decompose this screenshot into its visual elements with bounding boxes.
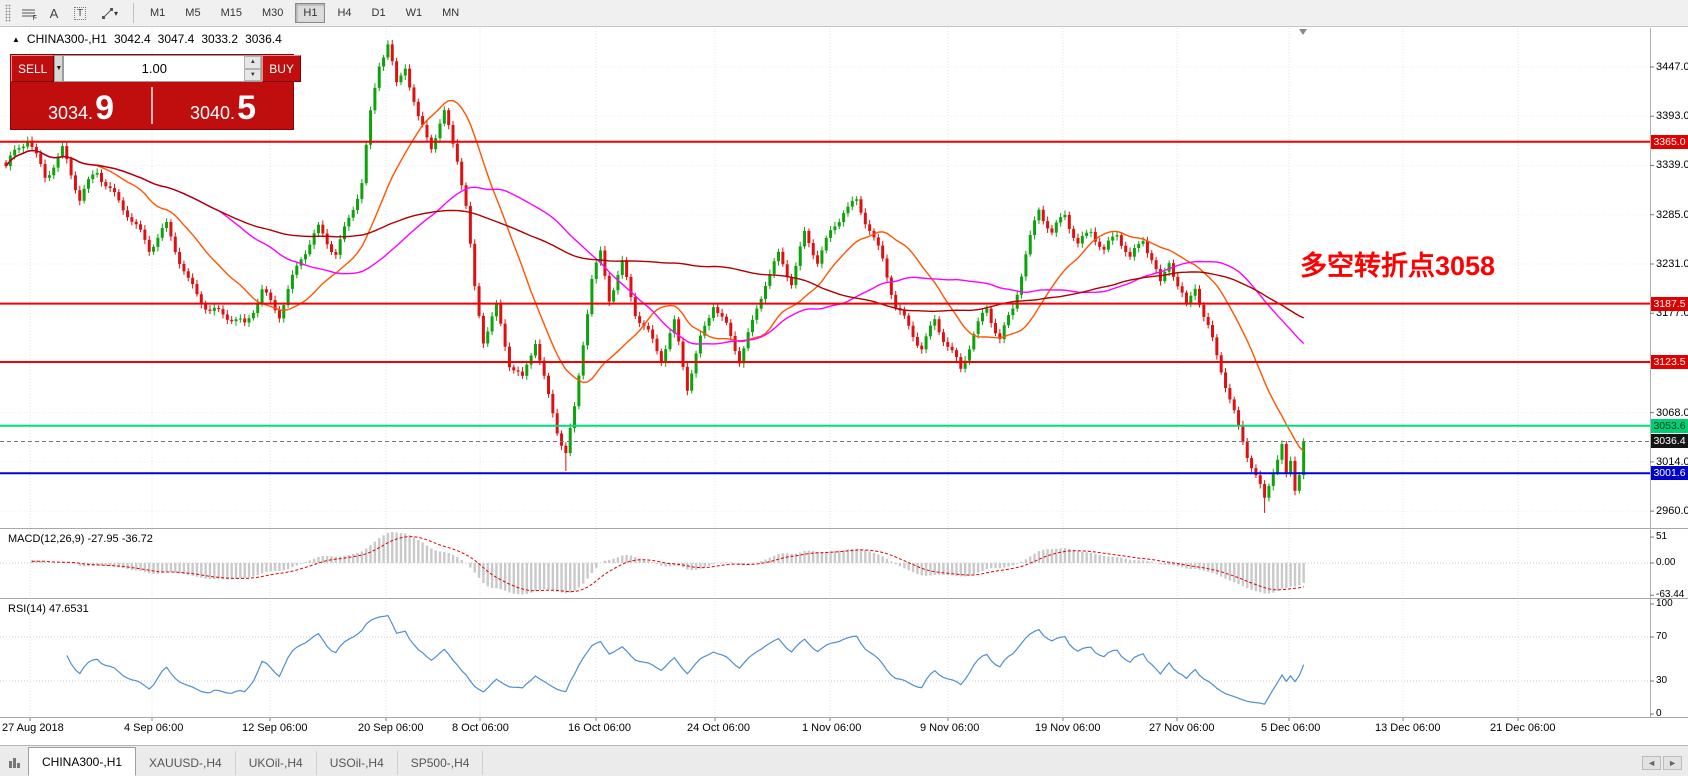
trendline-icon [101, 7, 113, 19]
toolbar-drag-handle[interactable] [5, 4, 11, 22]
volume-spinner: ▲ ▼ [244, 56, 262, 81]
timeframe-m5-button[interactable]: M5 [177, 3, 208, 23]
chart-annotation-text: 多空转折点3058 [1300, 251, 1496, 281]
timeframe-w1-button[interactable]: W1 [398, 3, 431, 23]
buy-price-main: 3040. [190, 103, 236, 123]
tab-scroll-buttons: ◄ ► [1642, 756, 1688, 770]
volume-input[interactable] [64, 56, 245, 81]
sell-price[interactable]: 3034. 9 [11, 82, 151, 129]
text-tool-button[interactable]: A [42, 2, 66, 24]
timeframe-m30-button[interactable]: M30 [254, 3, 291, 23]
letter-a-icon: A [49, 5, 59, 21]
top-toolbar: F A T ▾ M1 M5 M15 M30 H1 H4 D1 W1 MN [0, 0, 1688, 27]
chart-tab-bar: CHINA300-,H1 XAUUSD-,H4 UKOil-,H4 USOil-… [0, 745, 1688, 776]
symbol-name: CHINA300-,H1 [26, 32, 107, 46]
tab-usoil-h4[interactable]: USOil-,H4 [317, 751, 398, 775]
timeframe-m15-button[interactable]: M15 [213, 3, 250, 23]
fib-levels-tool-button[interactable]: F [16, 2, 40, 24]
timeframe-mn-button[interactable]: MN [434, 3, 467, 23]
timeframe-m1-button[interactable]: M1 [142, 3, 173, 23]
drawing-tools-button[interactable]: ▾ [94, 2, 126, 24]
sell-price-big-digit: 9 [95, 89, 114, 127]
timeframe-d1-button[interactable]: D1 [364, 3, 394, 23]
ohlc-high: 3047.4 [157, 32, 195, 46]
volume-dropdown-button[interactable]: ▼ [54, 55, 64, 82]
tab-china300-h1[interactable]: CHINA300-,H1 [28, 747, 137, 776]
price-divider [151, 87, 153, 124]
buy-button[interactable]: BUY [262, 55, 301, 82]
sell-price-main: 3034. [48, 103, 94, 123]
tab-xauusd-h4[interactable]: XAUUSD-,H4 [136, 751, 236, 775]
tab-scroll-left-button[interactable]: ◄ [1642, 756, 1662, 770]
rsi-label: RSI(14) 47.6531 [8, 603, 89, 615]
one-click-trading-panel: SELL ▼ ▲ ▼ BUY 3034. 9 3040. 5 [10, 54, 301, 130]
volume-decrease-button[interactable]: ▼ [244, 68, 262, 81]
macd-label: MACD(12,26,9) -27.95 -36.72 [8, 533, 153, 545]
dropdown-caret-icon: ▾ [113, 8, 118, 18]
sell-button[interactable]: SELL [11, 55, 55, 82]
chart-list-icon[interactable] [4, 751, 26, 775]
text-label-icon: T [73, 6, 87, 20]
trade-controls-row: SELL ▼ ▲ ▼ BUY [11, 55, 301, 82]
buy-price-big-digit: 5 [237, 89, 256, 127]
toolbar-separator [133, 3, 134, 23]
ohlc-open: 3042.4 [113, 32, 151, 46]
collapse-arrow-icon[interactable]: ▲ [12, 34, 20, 44]
timeframe-h4-button[interactable]: H4 [329, 3, 359, 23]
trade-prices-row: 3034. 9 3040. 5 [11, 82, 293, 129]
fib-levels-icon [21, 9, 35, 16]
timeframe-h1-button[interactable]: H1 [295, 3, 326, 23]
text-label-tool-button[interactable]: T [68, 2, 92, 24]
chevron-down-icon: ▼ [55, 65, 63, 72]
tab-scroll-right-button[interactable]: ► [1663, 756, 1682, 770]
fib-letter-f: F [32, 15, 37, 22]
volume-increase-button[interactable]: ▲ [244, 56, 262, 69]
volume-field-wrap: ▲ ▼ [63, 55, 263, 82]
tab-ukoil-h4[interactable]: UKOil-,H4 [236, 751, 317, 775]
ohlc-low: 3033.2 [201, 32, 239, 46]
tab-sp500-h4[interactable]: SP500-,H4 [398, 751, 484, 775]
ohlc-close: 3036.4 [245, 32, 282, 46]
chart-symbol-ohlc: ▲ CHINA300-,H1 3042.4 3047.4 3033.2 3036… [12, 32, 282, 46]
buy-price[interactable]: 3040. 5 [153, 82, 293, 129]
